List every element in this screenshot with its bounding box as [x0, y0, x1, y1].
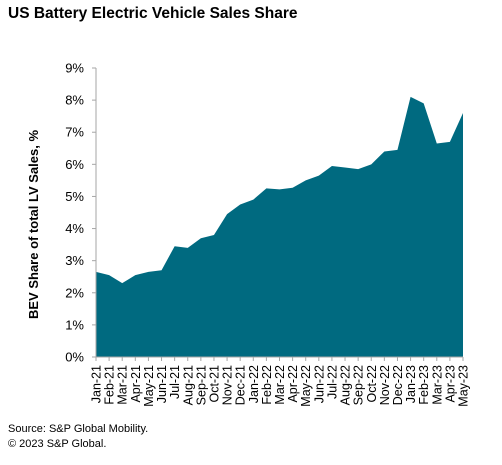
x-tick-label: Oct-21 [207, 365, 221, 403]
x-tick-label: Feb-22 [260, 365, 274, 405]
x-tick-label: Feb-23 [417, 365, 431, 405]
chart-title: US Battery Electric Vehicle Sales Share [8, 5, 298, 22]
y-tick-label: 1% [65, 317, 84, 332]
y-tick-label: 3% [65, 253, 84, 268]
x-tick-label: Apr-21 [129, 365, 143, 403]
y-tick-label: 5% [65, 189, 84, 204]
x-tick-label: Apr-23 [443, 365, 457, 403]
x-tick-label: Mar-21 [116, 365, 130, 405]
x-tick-label: Aug-21 [181, 365, 195, 405]
x-tick-label: Feb-21 [103, 365, 117, 405]
x-tick-label: May-23 [457, 365, 471, 407]
x-tick-label: Aug-22 [339, 365, 353, 405]
source-note: Source: S&P Global Mobility. [8, 423, 149, 435]
x-tick-label: Mar-22 [273, 365, 287, 405]
x-tick-label: Nov-22 [378, 365, 392, 405]
y-tick-label: 8% [65, 93, 84, 108]
chart-footer: Source: S&P Global Mobility. © 2023 S&P … [8, 422, 148, 452]
y-axis-ticks: 0% 1% 2% 3% 4% 5% 6% 7% 8% 9% [65, 61, 96, 365]
y-axis-label: BEV Share of total LV Sales, % [26, 130, 41, 319]
x-tick-label: Sep-21 [194, 365, 208, 405]
bev-share-area [96, 96, 463, 358]
x-tick-label: Oct-22 [365, 365, 379, 403]
x-tick-label: Dec-22 [391, 365, 405, 405]
x-tick-label: Jun-22 [312, 365, 326, 403]
x-tick-label: Jul-22 [325, 365, 339, 399]
x-axis-ticks: Jan-21 Feb-21 Mar-21 Apr-21 May-21 Jun-21 Jul-… [90, 357, 471, 407]
x-tick-label: Apr-22 [286, 365, 300, 403]
y-tick-label: 6% [65, 157, 84, 172]
x-tick-label: Jul-21 [168, 365, 182, 399]
y-tick-label: 9% [65, 61, 84, 76]
x-tick-label: Jan-22 [247, 365, 261, 403]
x-tick-label: May-21 [142, 365, 156, 407]
x-tick-label: Jan-23 [404, 365, 418, 403]
y-tick-label: 4% [65, 221, 84, 236]
x-tick-label: Mar-23 [430, 365, 444, 405]
x-tick-label: Sep-22 [352, 365, 366, 405]
copyright-note: © 2023 S&P Global. [8, 438, 107, 450]
x-tick-label: Nov-21 [221, 365, 235, 405]
y-tick-label: 0% [65, 350, 84, 365]
x-tick-label: Dec-21 [234, 365, 248, 405]
y-tick-label: 2% [65, 285, 84, 300]
x-tick-label: Jun-21 [155, 365, 169, 403]
y-tick-label: 7% [65, 125, 84, 140]
x-tick-label: Jan-21 [90, 365, 104, 403]
x-tick-label: May-22 [299, 365, 313, 407]
